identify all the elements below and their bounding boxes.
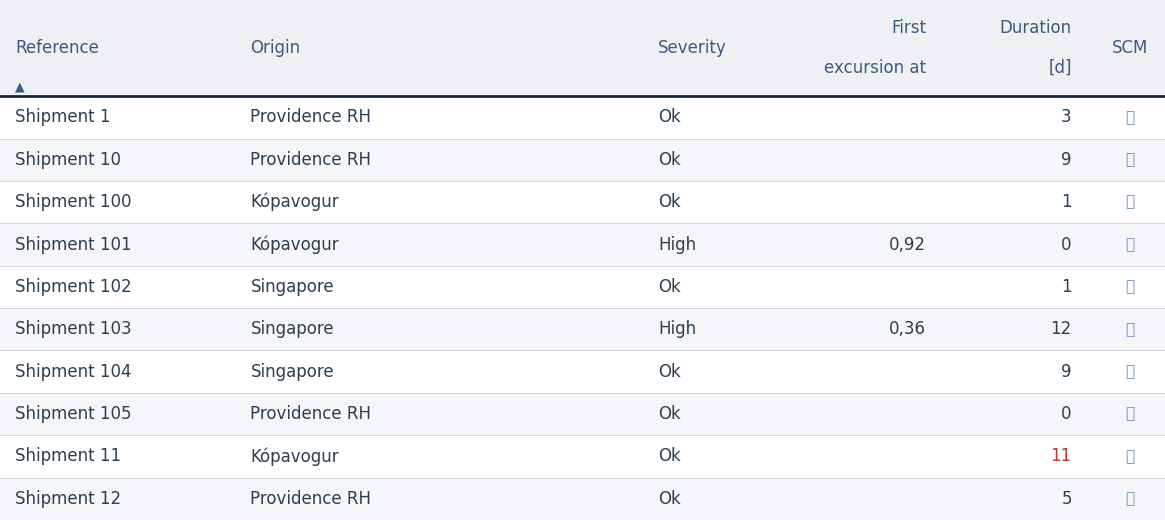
Text: Reference: Reference [15,39,99,57]
Text: Singapore: Singapore [250,362,334,381]
Text: 🔗: 🔗 [1125,407,1135,422]
Text: 9: 9 [1061,151,1072,169]
Text: 🔗: 🔗 [1125,449,1135,464]
Text: 5: 5 [1061,490,1072,508]
Text: Kópavogur: Kópavogur [250,447,339,466]
Bar [0,477,1165,520]
Text: excursion at: excursion at [824,59,926,77]
Text: Ok: Ok [658,151,682,169]
Text: Singapore: Singapore [250,320,334,339]
Text: Shipment 102: Shipment 102 [15,278,132,296]
Bar [0,223,1165,266]
Text: Providence RH: Providence RH [250,405,372,423]
Text: 🔗: 🔗 [1125,194,1135,210]
Text: Ok: Ok [658,447,682,465]
Text: 0,92: 0,92 [889,236,926,254]
Text: Providence RH: Providence RH [250,490,372,508]
Text: Kópavogur: Kópavogur [250,193,339,212]
Text: ▲: ▲ [15,80,24,94]
Text: Providence RH: Providence RH [250,108,372,126]
Text: 🔗: 🔗 [1125,110,1135,125]
Text: Shipment 100: Shipment 100 [15,193,132,211]
Text: Shipment 11: Shipment 11 [15,447,121,465]
Text: Shipment 12: Shipment 12 [15,490,121,508]
Text: 0,36: 0,36 [889,320,926,339]
Text: 1: 1 [1061,193,1072,211]
Text: Shipment 1: Shipment 1 [15,108,111,126]
Bar [0,350,1165,393]
Text: High: High [658,236,697,254]
Bar [0,0,1165,96]
Text: 🔗: 🔗 [1125,322,1135,337]
Text: 0: 0 [1061,405,1072,423]
Bar [0,181,1165,223]
Text: Ok: Ok [658,193,682,211]
Text: First: First [891,19,926,37]
Text: 🔗: 🔗 [1125,237,1135,252]
Text: Providence RH: Providence RH [250,151,372,169]
Text: Shipment 10: Shipment 10 [15,151,121,169]
Text: 3: 3 [1061,108,1072,126]
Text: Ok: Ok [658,278,682,296]
Text: 1: 1 [1061,278,1072,296]
Text: High: High [658,320,697,339]
Text: 0: 0 [1061,236,1072,254]
Text: 12: 12 [1051,320,1072,339]
Text: Shipment 101: Shipment 101 [15,236,132,254]
Text: 🔗: 🔗 [1125,152,1135,167]
Text: Ok: Ok [658,405,682,423]
Text: Shipment 104: Shipment 104 [15,362,132,381]
Text: Severity: Severity [658,39,727,57]
Text: Shipment 105: Shipment 105 [15,405,132,423]
Text: Ok: Ok [658,490,682,508]
Bar [0,435,1165,477]
Text: Shipment 103: Shipment 103 [15,320,132,339]
Text: Ok: Ok [658,108,682,126]
Text: 🔗: 🔗 [1125,279,1135,294]
Bar [0,96,1165,139]
Text: 🔗: 🔗 [1125,491,1135,506]
Text: Origin: Origin [250,39,301,57]
Text: Singapore: Singapore [250,278,334,296]
Text: SCM: SCM [1111,39,1149,57]
Text: [d]: [d] [1048,59,1072,77]
Text: 9: 9 [1061,362,1072,381]
Bar [0,393,1165,435]
Text: Ok: Ok [658,362,682,381]
Text: 🔗: 🔗 [1125,364,1135,379]
Text: Duration: Duration [1000,19,1072,37]
Bar [0,139,1165,181]
Bar [0,308,1165,350]
Bar [0,266,1165,308]
Text: Kópavogur: Kópavogur [250,235,339,254]
Text: 11: 11 [1051,447,1072,465]
